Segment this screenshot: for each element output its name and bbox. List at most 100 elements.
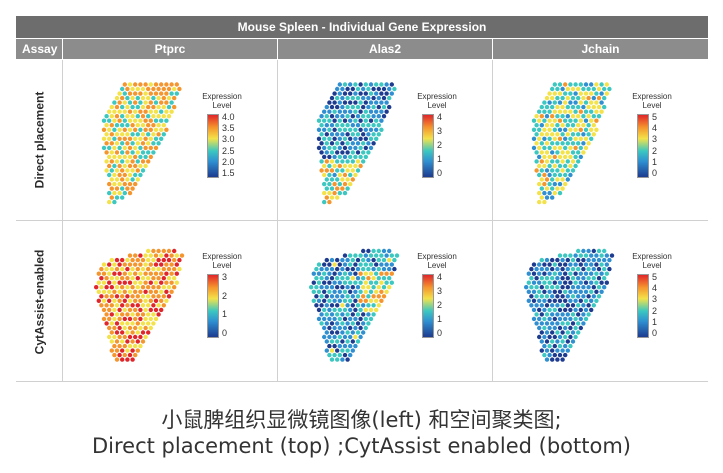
tissue-spot xyxy=(355,312,361,317)
tissue-spot xyxy=(570,132,576,137)
tissue-spot xyxy=(389,253,394,258)
tissue-spot xyxy=(159,127,164,132)
tissue-spot xyxy=(539,123,544,128)
tissue-spot xyxy=(539,285,544,290)
tissue-spot xyxy=(589,280,594,285)
tissue-spot xyxy=(542,145,547,151)
tissue-spot xyxy=(539,276,544,281)
tissue-spot xyxy=(135,86,140,92)
tissue-spot xyxy=(140,339,146,344)
tissue-spot xyxy=(130,177,135,182)
tissue-spot xyxy=(366,141,371,146)
tissue-spot xyxy=(164,253,169,258)
tissue-spot xyxy=(381,248,387,254)
tissue-spot xyxy=(379,271,384,276)
tissue-spot xyxy=(583,91,589,96)
tissue-spot xyxy=(117,136,122,141)
tissue-spot xyxy=(539,132,544,137)
tissue-spot xyxy=(594,262,599,267)
tissue-spot xyxy=(324,294,329,299)
tissue-spot xyxy=(550,348,555,353)
tissue-spot xyxy=(101,136,107,141)
tissue-spot xyxy=(335,132,340,137)
tissue-spot xyxy=(583,280,589,285)
tissue-spot xyxy=(363,82,368,87)
tissue-spot xyxy=(127,325,133,331)
tissue-spot xyxy=(340,123,345,128)
tissue-spot xyxy=(169,109,174,114)
tissue-spot xyxy=(140,86,146,92)
tissue-spot xyxy=(358,82,363,87)
tissue-spot xyxy=(550,141,555,146)
tissue-spot xyxy=(586,141,591,146)
tissue-spot xyxy=(539,150,544,155)
legend-tick: 0 xyxy=(222,328,228,338)
tissue-spot xyxy=(348,280,353,285)
tissue-spot xyxy=(355,123,361,128)
tissue-spot xyxy=(153,316,159,322)
legend-tick: 3 xyxy=(437,126,443,136)
tissue-spot xyxy=(319,303,324,308)
tissue-spot xyxy=(542,181,547,187)
tissue-spot xyxy=(355,114,361,119)
tissue-spot xyxy=(324,348,329,353)
tissue-spot xyxy=(101,316,107,322)
tissue-spot xyxy=(151,266,156,272)
tissue-spot xyxy=(565,159,570,164)
tissue-spot xyxy=(112,307,117,313)
tissue-spot xyxy=(552,172,557,178)
tissue-spot xyxy=(534,132,539,137)
tissue-spot xyxy=(109,114,114,119)
tissue-spot xyxy=(552,118,557,123)
tissue-spot xyxy=(358,307,363,313)
tissue-spot xyxy=(146,150,151,155)
tissue-spot xyxy=(335,150,340,155)
cell-cyt-ptprc: Expression Level 3 2 1 0 xyxy=(63,222,277,381)
tissue-spot xyxy=(335,114,340,119)
tissue-spot xyxy=(350,159,355,164)
tissue-spot xyxy=(376,104,381,110)
tissue-spot xyxy=(159,253,164,258)
tissue-spot xyxy=(542,334,547,340)
tissue-spot xyxy=(340,339,345,344)
tissue-spot xyxy=(379,253,384,258)
tissue-spot xyxy=(146,312,151,317)
tissue-spot xyxy=(174,91,179,96)
tissue-spot xyxy=(542,118,547,123)
legend-tick: 1 xyxy=(652,156,658,167)
tissue-spot xyxy=(342,145,348,151)
tissue-spot xyxy=(568,145,573,151)
tissue-spot xyxy=(125,312,130,317)
tissue-spot xyxy=(174,280,179,285)
tissue-spot xyxy=(120,195,125,200)
cell-direct-alas2: Expression Level 4 3 2 1 0 xyxy=(278,60,492,220)
tissue-spot xyxy=(327,145,332,151)
tissue-spot xyxy=(555,186,560,191)
tissue-spot xyxy=(127,343,133,349)
tissue-spot xyxy=(120,357,125,362)
tissue-spot xyxy=(563,298,568,303)
tissue-spot xyxy=(120,159,125,164)
tissue-spot xyxy=(161,104,166,110)
tissue-spot xyxy=(117,154,122,160)
tissue-spot xyxy=(542,280,547,285)
tissue-spot xyxy=(122,91,127,96)
tissue-spot xyxy=(156,141,161,146)
tissue-spot xyxy=(392,257,397,263)
tissue-spot xyxy=(531,298,537,303)
tissue-spot xyxy=(172,86,177,92)
tissue-spot xyxy=(109,312,114,317)
tissue-spot xyxy=(557,181,563,187)
tissue-spot xyxy=(589,298,594,303)
tissue-spot xyxy=(539,321,544,326)
tissue-spot xyxy=(122,334,127,340)
tissue-spot xyxy=(361,141,366,146)
legend-tick: 3.5 xyxy=(222,123,235,134)
tissue-spot xyxy=(127,127,133,132)
legend-tick: 1 xyxy=(437,154,443,164)
tissue-spot xyxy=(589,82,594,87)
tissue-spot xyxy=(104,159,109,164)
tissue-spot xyxy=(125,86,130,92)
tissue-spot xyxy=(596,276,602,281)
tissue-spot xyxy=(127,334,133,340)
